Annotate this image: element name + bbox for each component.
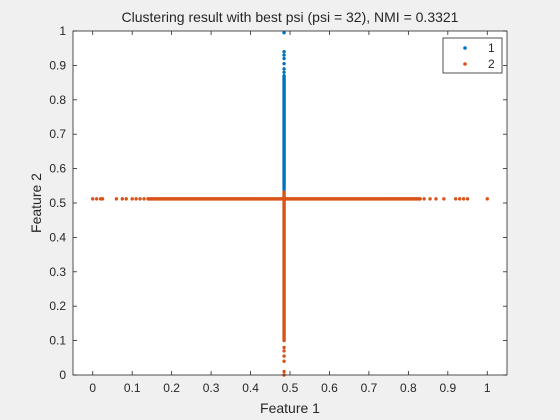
- y-tick-label: 1: [59, 24, 66, 38]
- series-1-point: [282, 56, 286, 61]
- series-2-point: [282, 359, 286, 363]
- x-tick-label: 1: [484, 381, 491, 395]
- x-tick-label: 0.6: [321, 381, 338, 395]
- series-2-point: [461, 197, 466, 201]
- series-2-point: [142, 197, 146, 201]
- x-tick-label: 0.4: [242, 381, 259, 395]
- x-tick-label: 0.2: [163, 381, 180, 395]
- plot-area: [73, 31, 507, 375]
- y-axis-label: Feature 2: [28, 173, 44, 233]
- y-tick-label: 0.4: [49, 230, 66, 244]
- series-2-point: [422, 197, 426, 201]
- x-tick-label: 0.5: [282, 381, 299, 395]
- x-tick-label: 0.1: [124, 381, 141, 395]
- series-1: [282, 31, 286, 191]
- series-2-point: [134, 197, 138, 201]
- series-2-point: [465, 197, 470, 201]
- legend-marker-1: [463, 46, 467, 50]
- legend-label-2: 2: [488, 57, 495, 71]
- series-2-point: [114, 197, 119, 201]
- series-1-point: [282, 31, 286, 35]
- series-1-point: [282, 49, 286, 54]
- series-1-point: [282, 61, 286, 66]
- x-tick-label: 0.9: [439, 381, 456, 395]
- series-2-point: [282, 349, 286, 353]
- series-2-point: [94, 197, 99, 201]
- y-tick-label: 0.2: [49, 299, 66, 313]
- legend-box: [442, 37, 503, 74]
- series-2-point: [130, 197, 134, 201]
- series-2-point: [454, 197, 458, 201]
- x-tick-label: 0.7: [361, 381, 378, 395]
- x-axis-label: Feature 1: [260, 400, 320, 416]
- series-1-point: [282, 67, 286, 71]
- tick-layer: 0 0.1 0.2 0.3 0.4 0.5 0.6 0.7 0.8 0.9 1 0 0.1 0.2 0.3 0…: [49, 24, 507, 395]
- legend-label-1: 1: [488, 41, 495, 55]
- series-2-point: [434, 197, 438, 201]
- series-2-point: [442, 197, 446, 201]
- series-2-point: [120, 197, 125, 201]
- y-tick-label: 0.6: [49, 162, 66, 176]
- x-tick-label: 0.8: [400, 381, 417, 395]
- chart-title: Clustering result with best psi (psi = 3…: [122, 9, 459, 25]
- series-2-point: [485, 197, 489, 201]
- series-1-point: [282, 53, 286, 57]
- series-2-point: [457, 197, 462, 201]
- x-tick-label: 0.3: [203, 381, 220, 395]
- series-2-point: [124, 197, 128, 201]
- series-2: [91, 189, 489, 377]
- y-tick-label: 0.7: [49, 127, 66, 141]
- series-2-point: [91, 197, 95, 201]
- y-tick-label: 0: [59, 368, 66, 382]
- y-tick-label: 0.1: [49, 334, 66, 348]
- y-tick-label: 0.8: [49, 93, 66, 107]
- y-tick-label: 0.3: [49, 265, 66, 279]
- series-2-point: [100, 197, 105, 201]
- series-2-point: [282, 354, 286, 358]
- series-2-point: [428, 197, 432, 201]
- legend: 1 2: [442, 37, 503, 74]
- series-2-point: [138, 197, 142, 201]
- y-tick-label: 0.9: [49, 58, 66, 72]
- y-tick-label: 0.5: [49, 196, 66, 210]
- data-layer: [91, 31, 489, 377]
- series-2-point: [282, 369, 286, 374]
- x-tick-label: 0: [89, 381, 96, 395]
- series-1-point: [282, 70, 286, 74]
- series-2-point: [282, 345, 286, 350]
- legend-marker-2: [463, 62, 467, 66]
